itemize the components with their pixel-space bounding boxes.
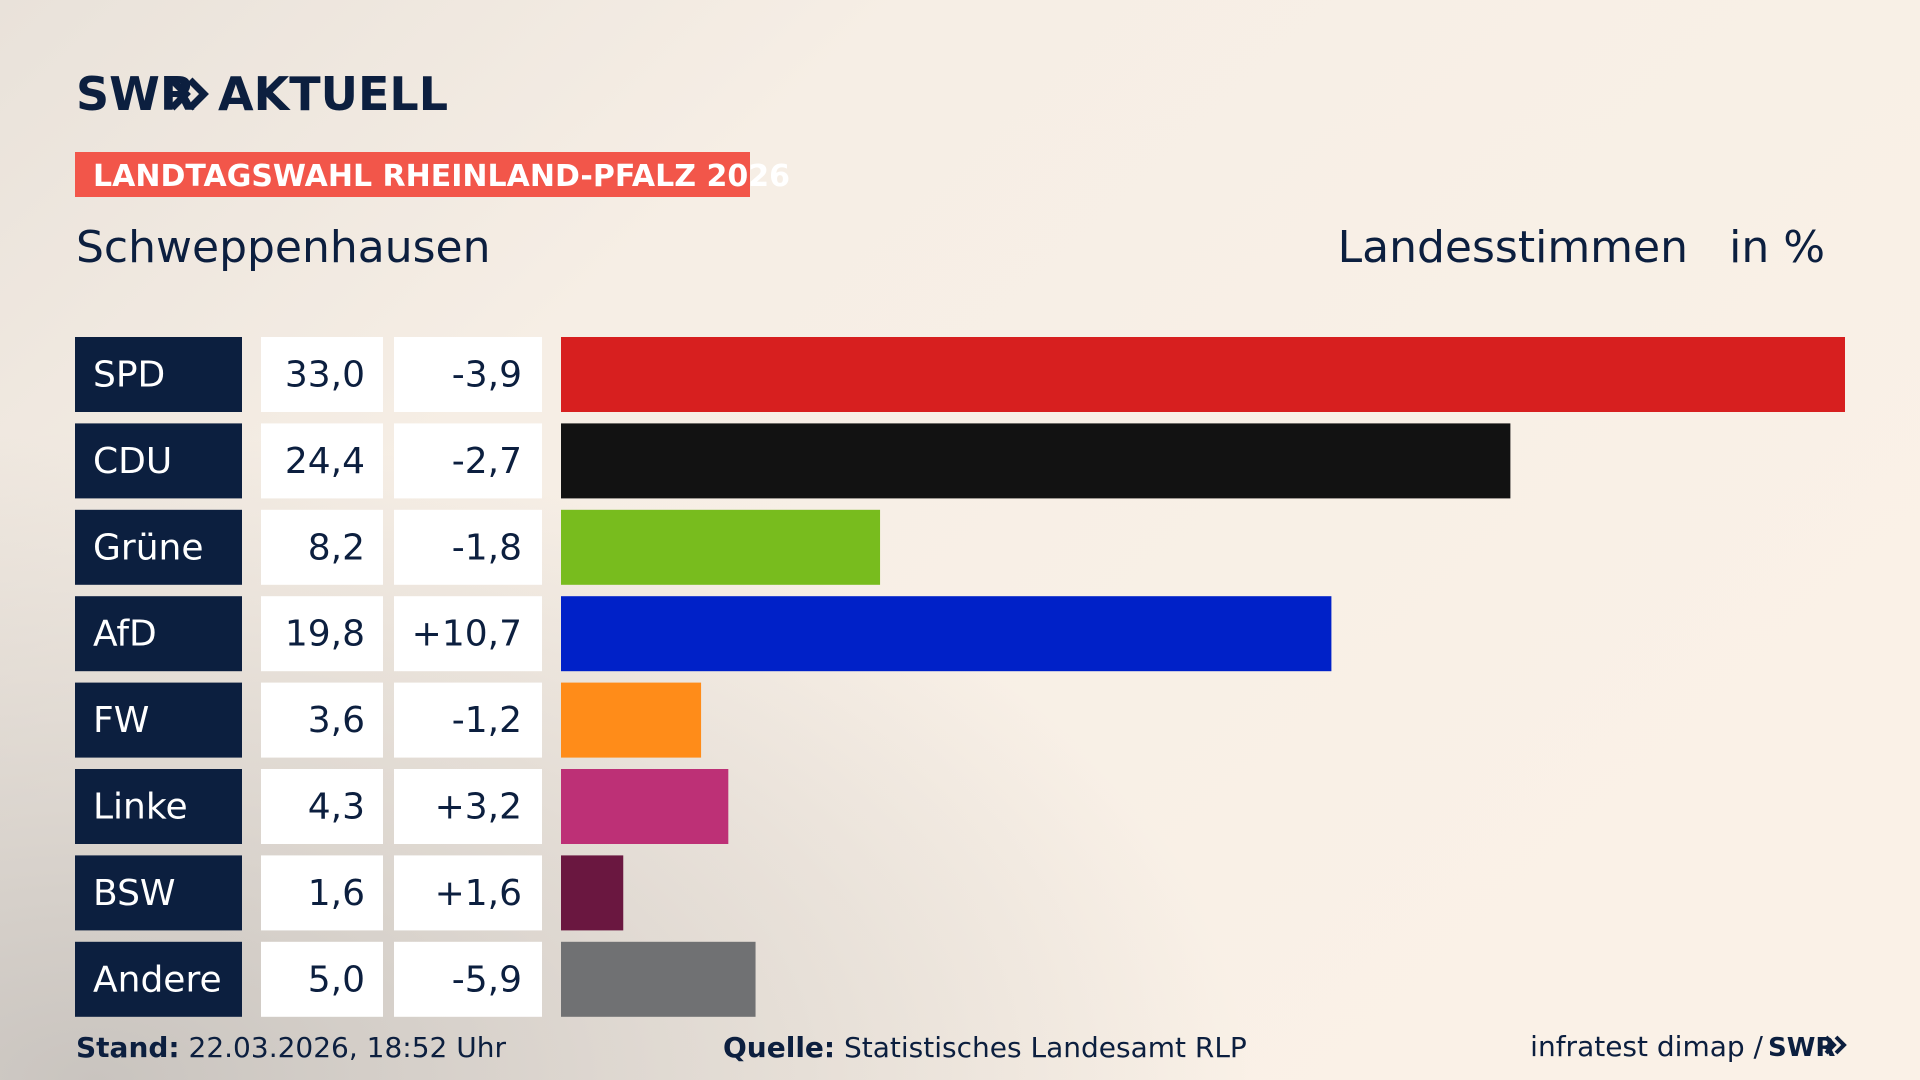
- value-label: 19,8: [285, 614, 365, 655]
- party-label: AfD: [93, 614, 157, 655]
- value-label: 33,0: [285, 355, 365, 396]
- source-label: Quelle:: [723, 1031, 835, 1064]
- value-label: 8,2: [308, 527, 365, 568]
- change-label: -1,8: [452, 527, 522, 568]
- change-label: -2,7: [452, 441, 522, 482]
- value-box: [261, 682, 383, 758]
- bar: [561, 337, 1845, 412]
- party-box: [75, 596, 242, 672]
- value-box: [261, 423, 383, 499]
- party-label: BSW: [93, 873, 176, 914]
- party-label: Andere: [93, 959, 222, 1000]
- party-label: FW: [93, 700, 149, 741]
- footer-source: Quelle: Statistisches Landesamt RLP: [723, 1031, 1247, 1064]
- value-label: 5,0: [308, 959, 365, 1000]
- value-box: [261, 596, 383, 672]
- chart-subtitle: Landesstimmen: [1338, 222, 1688, 273]
- change-box: [394, 337, 542, 412]
- unit: in %: [1729, 222, 1825, 273]
- bar: [561, 596, 1332, 672]
- party-label: Linke: [93, 787, 188, 828]
- value-box: [261, 509, 383, 585]
- party-box: [75, 941, 242, 1017]
- section: AKTUELL: [218, 67, 448, 121]
- value-box: [261, 769, 383, 844]
- stand: 22.03.2026, 18:52 Uhr: [189, 1031, 507, 1064]
- bar: [561, 509, 881, 585]
- banner: LANDTAGSWAHL RHEINLAND-PFALZ 2026: [93, 159, 790, 194]
- value-label: 1,6: [308, 873, 365, 914]
- bar: [561, 423, 1511, 499]
- bar: [561, 682, 702, 758]
- footer-stand: Stand: 22.03.2026, 18:52 Uhr: [76, 1031, 506, 1064]
- change-box: [394, 941, 542, 1017]
- change-label: -5,9: [452, 959, 522, 1000]
- source: Statistisches Landesamt RLP: [844, 1031, 1247, 1064]
- brand-chevrons: [169, 77, 209, 111]
- change-label: +1,6: [435, 873, 522, 914]
- chart-title: Schweppenhausen: [76, 222, 491, 273]
- stand-label: Stand:: [76, 1031, 180, 1064]
- value-label: 3,6: [308, 700, 365, 741]
- change-label: +3,2: [435, 787, 522, 828]
- change-label: +10,7: [412, 614, 522, 655]
- value-label: 4,3: [308, 787, 365, 828]
- party-box: [75, 855, 242, 931]
- party-box: [75, 423, 242, 499]
- change-label: -1,2: [452, 700, 522, 741]
- change-box: [394, 769, 542, 844]
- party-label: CDU: [93, 441, 172, 482]
- party-box: [75, 337, 242, 412]
- value-box: [261, 941, 383, 1017]
- change-box: [394, 509, 542, 585]
- change-box: [394, 423, 542, 499]
- credit-brand: SWR: [1768, 1033, 1835, 1063]
- banner-bg: [75, 152, 750, 197]
- party-box: [75, 509, 242, 585]
- value-box: [261, 855, 383, 931]
- change-box: [394, 855, 542, 931]
- value-box: [261, 337, 383, 412]
- value-label: 24,4: [285, 441, 365, 482]
- credit: infratest dimap /: [1530, 1030, 1763, 1063]
- credit-chevrons: [1824, 1035, 1847, 1055]
- party-label: Grüne: [93, 527, 203, 568]
- change-box: [394, 682, 542, 758]
- bar: [561, 769, 729, 844]
- change-box: [394, 596, 542, 672]
- party-box: [75, 769, 242, 844]
- brand: SWR: [76, 67, 195, 121]
- bar: [561, 855, 624, 931]
- bar: [561, 941, 756, 1017]
- party-label: SPD: [93, 355, 165, 396]
- change-label: -3,9: [452, 355, 522, 396]
- party-box: [75, 682, 242, 758]
